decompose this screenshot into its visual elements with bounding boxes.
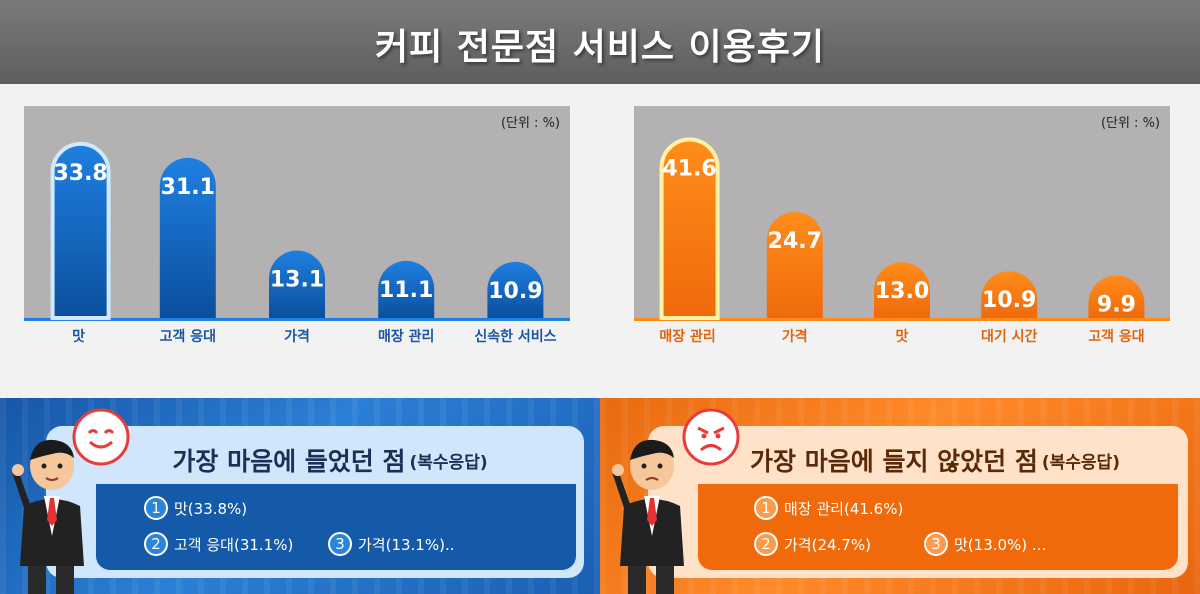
liked-card: 가장 마음에 들었던 점 (복수응답) 1 맛(33.8%) 2 고객 응대(3…	[46, 426, 584, 578]
number-badge: 2	[754, 532, 778, 556]
liked-chart-svg: 33.8 31.1 13.1 11.1 10.9	[24, 106, 570, 321]
header-banner: 커피 전문점 서비스 이용후기	[0, 0, 1200, 84]
liked-title-sub: (복수응답)	[409, 452, 488, 473]
bar-value-label: 10.9	[982, 288, 1036, 313]
bar-value-label: 13.1	[270, 268, 324, 293]
bar-value-label: 9.9	[1097, 293, 1136, 318]
bar-1	[50, 141, 111, 320]
disliked-category-label: 가격	[781, 329, 808, 345]
liked-title-main: 가장 마음에 들었던 점	[172, 447, 406, 476]
baseline	[24, 318, 570, 321]
liked-chart: 33.8 31.1 13.1 11.1 10.9 (단위 : %)	[24, 106, 570, 322]
disliked-chart-unit: (단위 : %)	[1100, 116, 1160, 131]
bar-5	[1088, 275, 1145, 318]
businessman-illustration	[12, 439, 84, 594]
baseline	[634, 318, 1170, 321]
bar-value-label: 33.8	[53, 161, 107, 186]
bar-value-label: 24.7	[768, 229, 822, 254]
liked-item-text: 가격(13.1%)..	[358, 535, 455, 554]
disliked-section: 가장 마음에 들지 않았던 점 (복수응답) 1 매장 관리(41.6%) 2 …	[600, 398, 1200, 594]
disliked-item-text: 가격(24.7%)	[784, 535, 871, 554]
bar-3	[269, 250, 325, 318]
liked-card-title: 가장 마음에 들었던 점 (복수응답)	[90, 432, 570, 488]
liked-item-3: 3 가격(13.1%)..	[328, 532, 455, 556]
liked-card-body: 1 맛(33.8%) 2 고객 응대(31.1%) 3 가격(13.1%)..	[96, 484, 576, 570]
angry-face-icon	[682, 408, 740, 466]
number-badge: 1	[144, 496, 168, 520]
businessman-illustration	[612, 439, 684, 594]
disliked-title-sub: (복수응답)	[1041, 452, 1120, 473]
disliked-item-text: 맛(13.0%) ...	[954, 535, 1047, 554]
liked-category-label: 고객 응대	[159, 329, 216, 345]
liked-section: 가장 마음에 들었던 점 (복수응답) 1 맛(33.8%) 2 고객 응대(3…	[0, 398, 600, 594]
liked-item-2: 2 고객 응대(31.1%)	[144, 532, 293, 556]
disliked-category-label: 매장 관리	[659, 329, 716, 345]
disliked-category-label: 맛	[895, 329, 909, 345]
number-badge: 3	[924, 532, 948, 556]
bar-value-label: 10.9	[488, 279, 542, 304]
disliked-title-main: 가장 마음에 들지 않았던 점	[750, 447, 1038, 476]
liked-item-1: 1 맛(33.8%)	[144, 496, 247, 520]
number-badge: 1	[754, 496, 778, 520]
liked-item-text: 맛(33.8%)	[174, 499, 248, 518]
number-badge: 3	[328, 532, 352, 556]
disliked-item-text: 매장 관리(41.6%)	[784, 499, 904, 518]
number-badge: 2	[144, 532, 168, 556]
liked-category-label: 가격	[284, 329, 310, 345]
bar-4	[981, 271, 1038, 318]
disliked-chart: 41.6 24.7 13.0 10.9 9.9 (단위 : %)	[634, 106, 1170, 322]
bar-5	[487, 261, 544, 318]
liked-chart-unit: (단위 : %)	[500, 116, 560, 131]
bar-2	[159, 157, 216, 318]
bar-4	[378, 260, 435, 318]
bar-value-label: 31.1	[161, 175, 215, 200]
disliked-card-title: 가장 마음에 들지 않았던 점 (복수응답)	[692, 432, 1178, 488]
disliked-item-1: 1 매장 관리(41.6%)	[754, 496, 903, 520]
disliked-category-label: 대기 시간	[980, 329, 1038, 345]
bar-value-label: 11.1	[379, 278, 433, 303]
liked-category-label: 맛	[72, 329, 86, 345]
page-title: 커피 전문점 서비스 이용후기	[374, 27, 826, 68]
disliked-card-body: 1 매장 관리(41.6%) 2 가격(24.7%) 3 맛(13.0%) ..…	[698, 484, 1178, 570]
smiley-face-icon	[72, 408, 130, 466]
liked-category-label: 매장 관리	[377, 329, 435, 345]
disliked-card: 가장 마음에 들지 않았던 점 (복수응답) 1 매장 관리(41.6%) 2 …	[648, 426, 1188, 578]
disliked-chart-svg: 41.6 24.7 13.0 10.9 9.9	[634, 106, 1170, 321]
disliked-category-label: 고객 응대	[1088, 329, 1145, 345]
bar-3	[874, 262, 930, 318]
liked-item-text: 고객 응대(31.1%)	[174, 535, 294, 554]
bar-1	[659, 137, 720, 320]
bar-value-label: 41.6	[662, 156, 716, 181]
liked-category-label: 신속한 서비스	[474, 329, 557, 345]
disliked-item-3: 3 맛(13.0%) ...	[924, 532, 1046, 556]
bar-value-label: 13.0	[875, 279, 929, 304]
disliked-item-2: 2 가격(24.7%)	[754, 532, 871, 556]
bar-2	[766, 211, 823, 318]
